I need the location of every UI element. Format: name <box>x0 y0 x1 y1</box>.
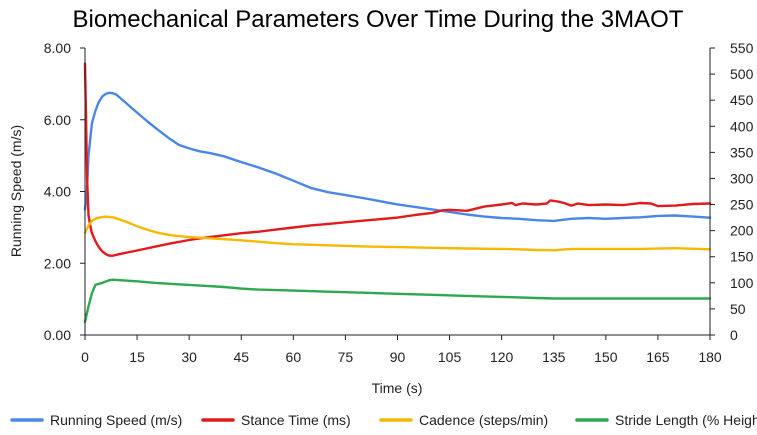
y-tick-label-left: 6.00 <box>44 112 71 128</box>
y-tick-label-right: 300 <box>730 170 754 186</box>
series-line-running-speed-m-s <box>83 91 712 223</box>
chart-title: Biomechanical Parameters Over Time Durin… <box>73 6 684 33</box>
y-ticks-right: 0 50 100 150 200 250 300 350 400 450 500 550 <box>710 40 754 343</box>
series-line-stride-length-height <box>83 278 712 324</box>
x-tick-label: 90 <box>390 349 406 365</box>
legend-item-stance-time-ms: Stance Time (ms) <box>201 412 351 428</box>
legend-label: Stance Time (ms) <box>241 412 351 428</box>
x-tick-label: 120 <box>490 349 514 365</box>
y-tick-label-right: 550 <box>730 40 754 56</box>
y-tick-label-right: 200 <box>730 223 754 239</box>
y-tick-label-right: 50 <box>730 301 746 317</box>
x-tick-label: 150 <box>594 349 618 365</box>
x-tick-label: 60 <box>286 349 302 365</box>
y-tick-label-right: 0 <box>730 327 738 343</box>
y-tick-label-right: 400 <box>730 118 754 134</box>
y-tick-label-right: 350 <box>730 144 754 160</box>
x-tick-label: 165 <box>646 349 670 365</box>
x-tick-label: 180 <box>698 349 722 365</box>
legend-item-running-speed-m-s: Running Speed (m/s) <box>10 412 182 428</box>
legend-item-cadence-steps-min: Cadence (steps/min) <box>379 412 548 428</box>
x-ticks: 0 15 30 45 60 75 90 105 120 135 150 165 180 <box>81 335 722 365</box>
x-tick-label: 30 <box>181 349 197 365</box>
series-line-stance-time-ms <box>83 62 712 257</box>
y-tick-label-left: 4.00 <box>44 184 71 200</box>
x-tick-label: 0 <box>81 349 89 365</box>
x-tick-label: 75 <box>338 349 354 365</box>
y-tick-label-left: 2.00 <box>44 255 71 271</box>
y-tick-label-right: 500 <box>730 66 754 82</box>
legend-label: Stride Length (% Height) <box>615 412 757 428</box>
legend-label: Cadence (steps/min) <box>419 412 548 428</box>
x-tick-label: 105 <box>438 349 462 365</box>
legend-label: Running Speed (m/s) <box>50 412 182 428</box>
y-ticks-left: 0.00 2.00 4.00 6.00 8.00 <box>44 40 85 343</box>
y-axis-label: Running Speed (m/s) <box>8 125 24 257</box>
legend-item-stride-length-height: Stride Length (% Height) <box>575 412 757 428</box>
series-line-cadence-steps-min <box>83 215 712 252</box>
plot-lines <box>83 62 712 324</box>
x-axis-label: Time (s) <box>372 380 423 396</box>
y-tick-label-right: 100 <box>730 275 754 291</box>
x-tick-label: 135 <box>542 349 566 365</box>
x-tick-label: 15 <box>129 349 145 365</box>
y-tick-label-left: 0.00 <box>44 327 71 343</box>
legend: Running Speed (m/s) Stance Time (ms) Caden… <box>10 412 757 428</box>
y-tick-label-right: 450 <box>730 92 754 108</box>
x-tick-label: 45 <box>233 349 249 365</box>
axes <box>84 48 711 336</box>
y-tick-label-right: 150 <box>730 249 754 265</box>
y-tick-label-right: 250 <box>730 197 754 213</box>
y-tick-label-left: 8.00 <box>44 40 71 56</box>
